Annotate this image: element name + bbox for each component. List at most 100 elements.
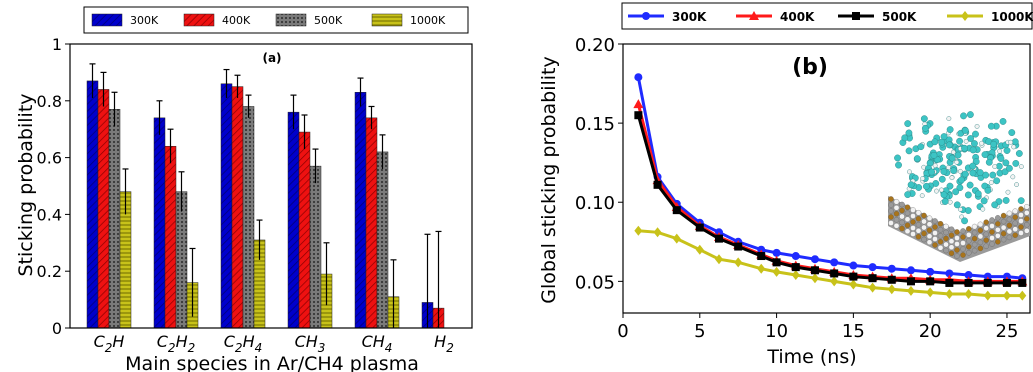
y-tick-label-a: 0.2	[37, 262, 62, 281]
point-300K	[926, 267, 935, 276]
point-1000K	[945, 289, 954, 300]
bar-400K-CH4	[365, 117, 378, 329]
point-500K	[810, 266, 819, 275]
y-tick-label-b: 0.05	[575, 272, 615, 293]
point-1000K	[695, 244, 704, 255]
panel-b: 300K 400K 500K 1000K (b) 0.05 0.10 0.15 0.20 0…	[538, 2, 1033, 368]
plot-frame-b	[622, 43, 1031, 314]
point-500K	[868, 274, 877, 283]
point-500K	[634, 111, 643, 120]
legend-label-300K: 300K	[130, 14, 159, 27]
point-1000K	[1002, 290, 1011, 301]
point-300K	[964, 271, 973, 280]
x-tick-label-b: 25	[996, 321, 1019, 342]
legend-label-400K: 400K	[222, 14, 251, 27]
y-tick-label-b: 0.20	[575, 35, 615, 56]
legend-marker-1000K	[961, 11, 969, 21]
x-tick-label-b: 15	[842, 321, 865, 342]
point-500K	[714, 234, 723, 243]
point-300K	[791, 252, 800, 261]
y-axis-label-b: Global sticking probability	[538, 56, 560, 304]
point-1000K	[1018, 290, 1027, 301]
point-1000K	[714, 254, 723, 265]
bar-500K-CH3	[309, 165, 322, 329]
bar-400K-CH3	[298, 131, 311, 329]
panel-a: 300K 400K 500K 1000K (a) 0 0.2 0.4 0.6 0.8 1 C2H…	[15, 6, 473, 372]
point-1000K	[772, 266, 781, 277]
legend-label-1000K: 1000K	[410, 14, 446, 27]
legend-label-300K: 300K	[672, 10, 707, 24]
point-300K	[849, 261, 858, 270]
y-tick-label-a: 0	[52, 319, 62, 338]
bar-500K-C2H	[108, 109, 121, 329]
point-1000K	[734, 257, 743, 268]
y-tick-label-a: 1	[52, 35, 62, 54]
bar-400K-C2H4	[231, 86, 244, 329]
point-500K	[1002, 278, 1011, 287]
point-1000K	[634, 225, 643, 236]
point-300K	[906, 266, 915, 275]
legend-label-400K: 400K	[780, 10, 815, 24]
legend-label-500K: 500K	[314, 14, 343, 27]
point-1000K	[810, 273, 819, 284]
point-500K	[1018, 278, 1027, 287]
point-500K	[695, 223, 704, 232]
x-tick-label-a: H2	[434, 332, 454, 355]
point-500K	[964, 278, 973, 287]
bar-300K-C2H	[86, 80, 99, 329]
point-1000K	[926, 287, 935, 298]
y-tick-label-b: 0.10	[575, 193, 615, 214]
legend-marker-400K	[749, 11, 759, 20]
bar-500K-C2H4	[242, 106, 255, 329]
point-500K	[772, 258, 781, 267]
point-1000K	[672, 233, 681, 244]
plot-frame-a	[69, 43, 473, 329]
bar-300K-CH4	[354, 92, 367, 329]
y-tick-label-b: 0.15	[575, 114, 615, 135]
y-tick-label-a: 0.6	[37, 149, 62, 168]
bar-500K-CH4	[376, 151, 389, 329]
legend-a: 300K 400K 500K 1000K	[83, 6, 469, 34]
point-1000K	[653, 227, 662, 238]
legend-swatch-500K	[275, 13, 307, 27]
point-1000K	[964, 289, 973, 300]
bar-300K-C2H2	[153, 117, 166, 329]
legend-swatch-300K	[91, 13, 123, 27]
point-500K	[791, 263, 800, 272]
y-tick-label-a: 0.4	[37, 205, 62, 224]
x-axis-label-a: Main species in Ar/CH4 plasma	[125, 353, 419, 372]
point-1000K	[906, 285, 915, 296]
panel-a-tag: (a)	[262, 51, 281, 65]
bar-500K-C2H2	[175, 191, 188, 329]
point-300K	[810, 255, 819, 264]
point-1000K	[757, 263, 766, 274]
x-tick-label-a: C2H2	[157, 332, 195, 355]
y-tick-label-a: 0.8	[37, 92, 62, 111]
x-axis-label-b: Time (ns)	[766, 346, 856, 368]
legend-b: 300K 400K 500K 1000K	[621, 2, 1033, 30]
bar-400K-C2H	[97, 89, 110, 329]
point-300K	[830, 258, 839, 267]
point-1000K	[830, 276, 839, 287]
point-500K	[906, 277, 915, 286]
point-1000K	[983, 290, 992, 301]
x-tick-label-b: 0	[617, 321, 628, 342]
point-1000K	[791, 270, 800, 281]
point-300K	[868, 263, 877, 272]
x-tick-label-a: CH3	[295, 332, 326, 355]
point-500K	[983, 278, 992, 287]
bar-400K-C2H2	[164, 145, 177, 329]
legend-swatch-400K	[183, 13, 215, 27]
point-1000K	[868, 282, 877, 293]
point-500K	[653, 180, 662, 189]
point-500K	[734, 242, 743, 251]
point-500K	[672, 206, 681, 215]
point-300K	[634, 73, 643, 82]
legend-label-500K: 500K	[882, 10, 917, 24]
x-tick-label-a: C2H4	[224, 332, 262, 355]
y-axis-label-a: Sticking probability	[15, 93, 37, 276]
legend-swatch-1000K	[371, 13, 403, 27]
molecular-surface-inset	[888, 111, 1030, 262]
point-1000K	[887, 284, 896, 295]
